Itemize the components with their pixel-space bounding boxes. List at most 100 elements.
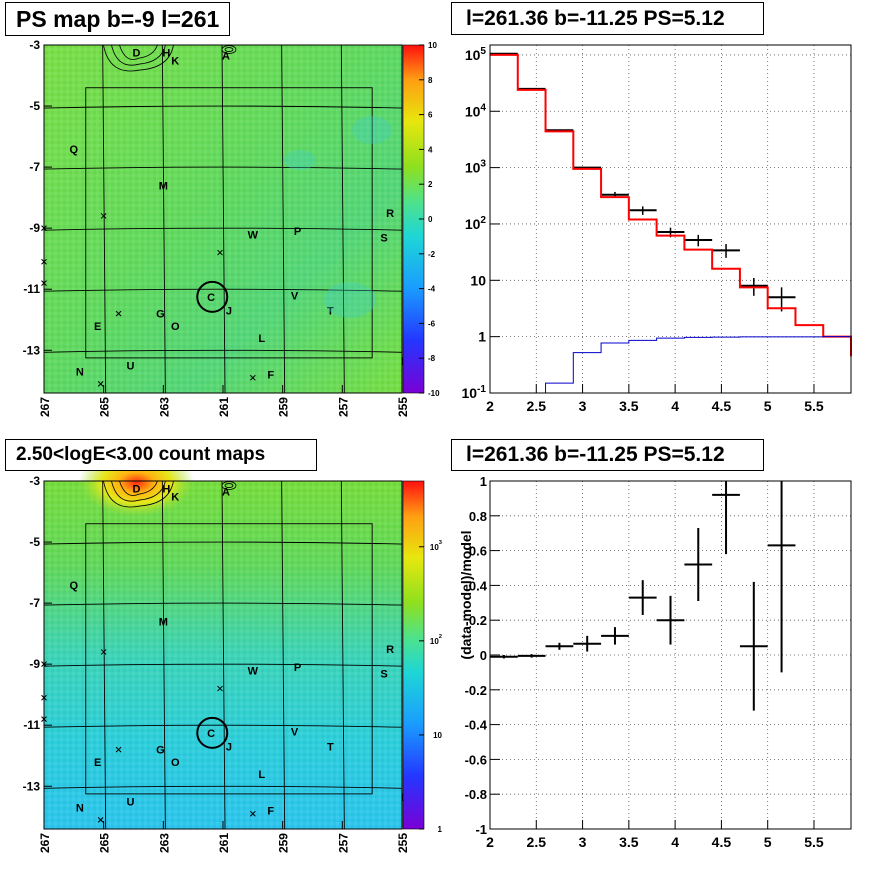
countmap-source-label: W [248,665,259,677]
countmap-xtick-label: 255 [396,833,410,853]
psmap-ytick-label: -7 [29,160,40,174]
psmap-source-cross [97,380,104,387]
countmap-source-label: R [386,644,394,656]
psmap-colorbar-label: -6 [428,319,436,328]
psmap-xtick-label: 255 [396,397,410,417]
psmap-source-label: M [159,180,168,192]
countmap-colorbar-label: 10 [433,731,442,740]
psmap-source-label: K [171,55,179,67]
psmap-contour-a-inner [224,47,234,52]
psmap-source-circle [196,280,229,313]
spectrum-xtick-label: 4.5 [712,398,732,414]
countmap-source-label: G [156,745,165,757]
countmap-colorbar-label: 102 [430,634,442,646]
psmap-contour [103,44,174,72]
countmap-source-label: J [226,742,232,754]
psmap-source-label: L [258,333,265,345]
psmap-low-region [352,116,392,144]
countmap-colorbar-label: 1 [438,825,443,834]
psmap-colorbar-label: 8 [428,76,433,85]
countmap-ytick-label: -11 [23,718,40,732]
countmap-source-cross [97,816,104,823]
psmap-colorbar-label: -2 [428,250,436,259]
psmap-source-label: N [76,367,84,379]
countmap-ytick-label: -7 [29,596,40,610]
countmap-source-label: K [171,491,179,503]
residual-xtick-label: 2 [486,834,494,850]
spectrum-xtick-label: 5 [764,398,772,414]
psmap-colorbar-label: -10 [428,389,440,398]
psmap-source-cross [100,213,107,219]
psmap-grid-lat [43,105,403,109]
spectrum-ytick-label: 10-1 [461,384,486,401]
countmap-source-label: A [222,487,230,499]
psmap-contour [111,44,166,66]
psmap-grid-lon [221,44,226,394]
countmap-grid-lon [281,480,286,830]
residual-title: l=261.36 b=-11.25 PS=5.12 [451,439,764,471]
residual-xtick-label: 5.5 [804,834,824,850]
countmap-source-label: P [294,662,301,674]
residual-xtick-label: 4 [671,834,679,850]
countmap-contour [119,480,158,496]
psmap-grid-lon [102,44,107,394]
spectrum-xtick-label: 4 [671,398,679,414]
spectrum-xtick-label: 3.5 [619,398,639,414]
psmap-source-label: S [380,232,387,244]
spectrum-background-line [490,336,851,394]
spectrum-xtick-label: 2.5 [527,398,547,414]
countmap-colorbar-frame [402,480,425,830]
psmap-colorbar-label: 0 [428,215,433,224]
countmap-source-label: E [94,757,101,769]
countmap-grid-lat [43,785,403,789]
countmap-source-label: Q [70,580,79,592]
psmap-source-label: T [327,306,334,318]
psmap-source-label: R [386,208,394,220]
countmap-source-label: S [380,668,387,680]
countmap-source-label: D [133,484,141,496]
psmap-xtick-label: 267 [38,397,52,417]
psmap-source-cross [115,310,122,317]
psmap-colorbar [403,45,424,393]
spectrum-ytick-label: 102 [465,215,487,232]
countmap-source-label: L [258,769,265,781]
psmap-ytick-label: -5 [29,99,40,113]
countmap-source-label: O [171,757,180,769]
residual-xtick-label: 3 [579,834,587,850]
countmap-source-label: U [127,797,135,809]
psmap-roi-box [85,87,373,359]
countmap-source-label: N [76,803,84,815]
map-title: PS map b=-9 l=261 [5,2,231,36]
spectrum-frame [489,44,852,394]
psmap-source-label: J [226,306,232,318]
psmap-grid-lon [340,44,345,394]
residual-xtick-label: 2.5 [527,834,547,850]
psmap-source-label: D [133,48,141,60]
countmap-ytick-label: -13 [23,779,41,793]
psmap-xtick-label: 263 [157,397,171,417]
countmap-contour-a-inner [224,483,234,488]
countmap-source-label: C [207,728,215,740]
countmap-contour-a [221,481,237,490]
countmap-xtick-label: 259 [277,833,291,853]
countmap-source-label: F [267,806,274,818]
residual-ytick-label: 0.4 [469,578,488,593]
psmap-colorbar-label: 2 [428,180,433,189]
spectrum-xtick-label: 2 [486,398,494,414]
residual-xtick-label: 5 [764,834,772,850]
residual-ytick-label: -0.2 [465,683,487,698]
psmap-ytick-label: -9 [29,221,40,235]
psmap-source-label: A [222,51,230,63]
spectrum-ytick-label: 104 [465,102,487,119]
countmap-ytick-label: -3 [29,474,40,488]
psmap-colorbar-label: -8 [428,354,436,363]
residual-ytick-label: 0 [480,648,487,663]
countmap-ytick-label: -5 [29,535,40,549]
psmap-low-region [324,282,376,318]
countmap-grid-lon [102,480,107,830]
countmap-xtick-label: 265 [98,833,112,853]
residual-ytick-label: 0.2 [469,613,487,628]
psmap-grid-lat [43,349,403,353]
countmap-source-cross [217,685,223,692]
